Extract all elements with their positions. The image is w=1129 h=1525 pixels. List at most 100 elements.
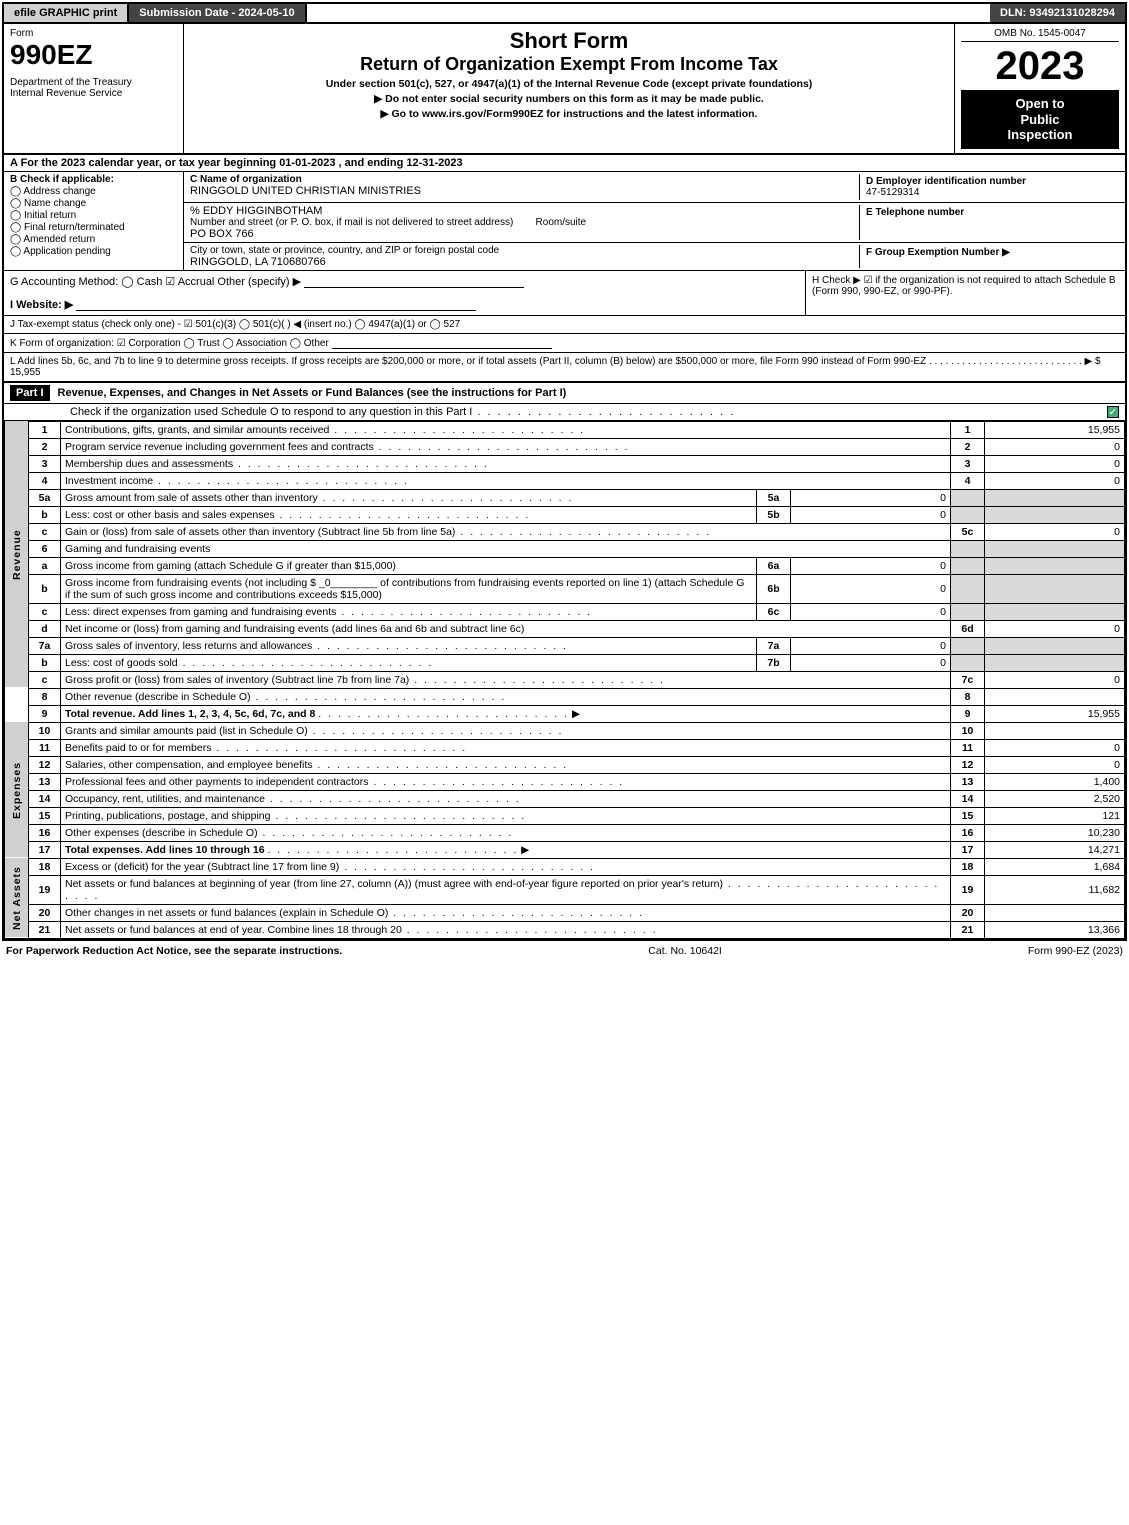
l21-desc: Net assets or fund balances at end of ye…	[61, 921, 951, 938]
l6b-amt-shade	[985, 574, 1125, 603]
l3-desc: Membership dues and assessments	[61, 455, 951, 472]
l6d-num: d	[29, 620, 61, 637]
l17-num: 17	[29, 841, 61, 858]
l20-desc: Other changes in net assets or fund bala…	[61, 904, 951, 921]
l10-desc: Grants and similar amounts paid (list in…	[61, 722, 951, 739]
chk-initial-return[interactable]: ◯ Initial return	[10, 210, 177, 221]
l2-ref: 2	[951, 438, 985, 455]
l4-num: 4	[29, 472, 61, 489]
chk-address-change-label: Address change	[23, 186, 95, 197]
form-number: 990EZ	[10, 39, 177, 71]
section-g-h-i: G Accounting Method: ◯ Cash ☑ Accrual Ot…	[4, 271, 1125, 316]
section-b-c-d: B Check if applicable: ◯ Address change …	[4, 172, 1125, 271]
ein-value: 47-5129314	[866, 187, 1113, 198]
l20-num: 20	[29, 904, 61, 921]
line-20: 20 Other changes in net assets or fund b…	[5, 904, 1125, 921]
l21-num: 21	[29, 921, 61, 938]
l9-dots	[318, 708, 569, 720]
chk-address-change[interactable]: ◯ Address change	[10, 186, 177, 197]
l19-ref: 19	[951, 875, 985, 904]
street-value: PO BOX 766	[190, 228, 859, 240]
l20-ref: 20	[951, 904, 985, 921]
footer-right: Form 990-EZ (2023)	[1028, 945, 1123, 957]
main-title: Return of Organization Exempt From Incom…	[190, 54, 948, 75]
l6d-amt: 0	[985, 620, 1125, 637]
l8-desc: Other revenue (describe in Schedule O)	[61, 688, 951, 705]
l5b-sv: 0	[791, 506, 951, 523]
l6a-sub: 6a	[757, 557, 791, 574]
org-other-input[interactable]	[332, 337, 552, 349]
chk-application-pending[interactable]: ◯ Application pending	[10, 246, 177, 257]
care-of: % EDDY HIGGINBOTHAM	[190, 205, 859, 217]
open-to-public-box: Open to Public Inspection	[961, 90, 1119, 149]
chk-final-return[interactable]: ◯ Final return/terminated	[10, 222, 177, 233]
l15-ref: 15	[951, 807, 985, 824]
l7c-amt: 0	[985, 671, 1125, 688]
box-c: C Name of organization RINGGOLD UNITED C…	[184, 172, 1125, 270]
section-j: J Tax-exempt status (check only one) - ☑…	[4, 316, 1125, 334]
website-input[interactable]	[76, 299, 476, 311]
line-13: 13 Professional fees and other payments …	[5, 773, 1125, 790]
section-l: L Add lines 5b, 6c, and 7b to line 9 to …	[4, 353, 1125, 383]
efile-print-button[interactable]: efile GRAPHIC print	[4, 4, 129, 22]
l6d-desc: Net income or (loss) from gaming and fun…	[61, 620, 951, 637]
chk-amended-return[interactable]: ◯ Amended return	[10, 234, 177, 245]
accounting-other-input[interactable]	[304, 276, 524, 288]
l7b-amt-shade	[985, 654, 1125, 671]
l6c-desc: Less: direct expenses from gaming and fu…	[61, 603, 757, 620]
l5a-amt-shade	[985, 489, 1125, 506]
line-15: 15 Printing, publications, postage, and …	[5, 807, 1125, 824]
line-9: 9 Total revenue. Add lines 1, 2, 3, 4, 5…	[5, 705, 1125, 722]
l2-desc: Program service revenue including govern…	[61, 438, 951, 455]
box-b-title: B Check if applicable:	[10, 174, 177, 185]
l4-amt: 0	[985, 472, 1125, 489]
l7c-num: c	[29, 671, 61, 688]
l6c-num: c	[29, 603, 61, 620]
schedule-o-checkbox[interactable]: ✓	[1107, 406, 1119, 418]
l6d-ref: 6d	[951, 620, 985, 637]
l10-ref: 10	[951, 722, 985, 739]
l7c-desc: Gross profit or (loss) from sales of inv…	[61, 671, 951, 688]
header-left: Form 990EZ Department of the Treasury In…	[4, 24, 184, 153]
l7a-desc: Gross sales of inventory, less returns a…	[61, 637, 757, 654]
l5a-num: 5a	[29, 489, 61, 506]
l13-ref: 13	[951, 773, 985, 790]
goto-link[interactable]: ▶ Go to www.irs.gov/Form990EZ for instru…	[190, 108, 948, 120]
l7a-num: 7a	[29, 637, 61, 654]
topbar: efile GRAPHIC print Submission Date - 20…	[4, 4, 1125, 24]
l16-amt: 10,230	[985, 824, 1125, 841]
l18-amt: 1,684	[985, 858, 1125, 875]
box-e-label: E Telephone number	[866, 207, 1113, 218]
l6b-num: b	[29, 574, 61, 603]
l3-ref: 3	[951, 455, 985, 472]
expenses-tab: Expenses	[5, 722, 29, 858]
l6a-num: a	[29, 557, 61, 574]
l8-amt	[985, 688, 1125, 705]
footer-left: For Paperwork Reduction Act Notice, see …	[6, 945, 342, 957]
part1-badge: Part I	[10, 385, 50, 401]
page-footer: For Paperwork Reduction Act Notice, see …	[0, 943, 1129, 959]
dln-label: DLN: 93492131028294	[990, 4, 1125, 22]
l1-ref: 1	[951, 421, 985, 438]
l2-num: 2	[29, 438, 61, 455]
tax-year: 2023	[961, 46, 1119, 86]
line-6a: a Gross income from gaming (attach Sched…	[5, 557, 1125, 574]
l16-desc: Other expenses (describe in Schedule O)	[61, 824, 951, 841]
chk-name-change[interactable]: ◯ Name change	[10, 198, 177, 209]
line-5a: 5a Gross amount from sale of assets othe…	[5, 489, 1125, 506]
city-value: RINGGOLD, LA 710680766	[190, 256, 859, 268]
line-4: 4 Investment income 4 0	[5, 472, 1125, 489]
l5b-amt-shade	[985, 506, 1125, 523]
open-line2: Public	[965, 112, 1115, 128]
l5a-ref-shade	[951, 489, 985, 506]
org-name: RINGGOLD UNITED CHRISTIAN MINISTRIES	[190, 185, 859, 197]
l17-desc: Total expenses. Add lines 10 through 16	[65, 844, 265, 856]
row-a-tax-year: A For the 2023 calendar year, or tax yea…	[4, 155, 1125, 172]
short-form-title: Short Form	[190, 28, 948, 54]
l20-amt	[985, 904, 1125, 921]
accounting-method: G Accounting Method: ◯ Cash ☑ Accrual Ot…	[10, 275, 799, 288]
l6a-ref-shade	[951, 557, 985, 574]
l5b-desc: Less: cost or other basis and sales expe…	[61, 506, 757, 523]
l1-desc: Contributions, gifts, grants, and simila…	[61, 421, 951, 438]
org-name-row: C Name of organization RINGGOLD UNITED C…	[184, 172, 1125, 203]
